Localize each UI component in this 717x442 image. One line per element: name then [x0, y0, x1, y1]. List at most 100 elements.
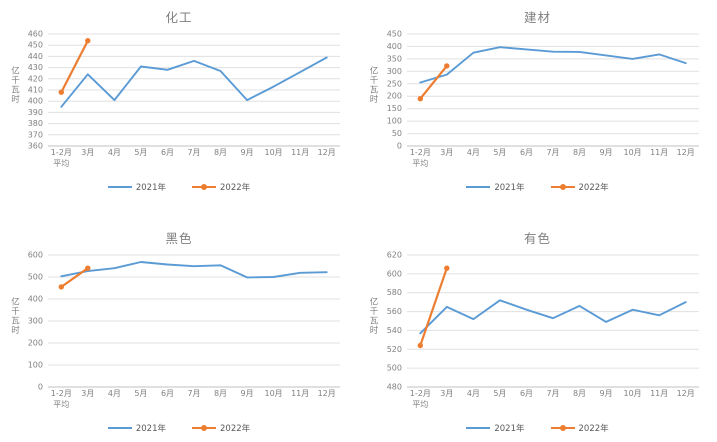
svg-text:1-2月: 1-2月	[409, 148, 430, 157]
legend-line-2022	[192, 425, 216, 431]
svg-text:3月: 3月	[440, 389, 453, 398]
chart-body: 亿千瓦时 0 100 200 300 400 500 600 1-2月 平均 3月 4月 5月 6月 7月…	[0, 245, 358, 417]
chart-title: 化工	[165, 10, 193, 25]
legend-label-2021: 2021年	[494, 183, 525, 193]
legend-marker-dot	[201, 425, 207, 431]
svg-text:5月: 5月	[134, 148, 147, 157]
legend-marker-dot	[201, 184, 207, 190]
svg-text:100: 100	[386, 117, 401, 126]
svg-text:350: 350	[386, 54, 401, 63]
svg-text:平均: 平均	[412, 158, 428, 168]
svg-text:500: 500	[28, 273, 43, 282]
legend-item-2021: 2021年	[466, 422, 525, 434]
legend-label-2022: 2022年	[578, 183, 609, 193]
svg-text:1-2月: 1-2月	[51, 389, 72, 398]
chart-panel-ferrous-metals: 黑色 亿千瓦时 0 100 200 300 400 500 600 1-2月 平均 3月 4月 5月 6…	[0, 221, 358, 442]
legend-item-2021: 2021年	[466, 181, 525, 193]
svg-text:12月: 12月	[676, 148, 694, 157]
svg-text:200: 200	[28, 339, 43, 348]
svg-text:410: 410	[28, 86, 43, 95]
svg-text:7月: 7月	[546, 389, 559, 398]
svg-text:7月: 7月	[187, 148, 200, 157]
svg-text:8月: 8月	[214, 148, 227, 157]
chart-legend: 2021年 2022年	[466, 181, 609, 193]
legend-line-2022	[550, 425, 575, 431]
legend-label-2021: 2021年	[135, 424, 166, 434]
svg-text:6月: 6月	[161, 148, 174, 157]
y-axis-title: 亿千瓦时	[368, 297, 378, 335]
chart-body: 亿千瓦时 360 370 380 390 400 410 420 430 440 450 460 1-…	[0, 24, 358, 176]
legend-label-2021: 2021年	[135, 183, 166, 193]
svg-text:6月: 6月	[161, 389, 174, 398]
y-axis-title: 亿千瓦时	[9, 66, 20, 104]
chart-title: 黑色	[165, 231, 193, 246]
legend-line-2021	[107, 186, 132, 188]
svg-text:4月: 4月	[466, 148, 479, 157]
svg-text:200: 200	[386, 92, 401, 101]
svg-text:6月: 6月	[519, 148, 532, 157]
legend-label-2022: 2022年	[220, 424, 251, 434]
svg-text:520: 520	[386, 345, 401, 354]
svg-text:4月: 4月	[108, 389, 121, 398]
svg-text:11月: 11月	[650, 389, 668, 398]
svg-text:460: 460	[28, 30, 43, 39]
svg-text:430: 430	[28, 63, 43, 72]
svg-text:250: 250	[386, 79, 401, 88]
svg-text:580: 580	[386, 288, 401, 297]
svg-text:10月: 10月	[623, 389, 641, 398]
legend-item-2021: 2021年	[107, 422, 166, 434]
chart-panel-nonferrous-metals: 有色 亿千瓦时 480 500 520 540 560 580 600 620 1-2月 平均 3月…	[358, 221, 717, 442]
chart-legend: 2021年 2022年	[107, 181, 250, 193]
legend-line-2022	[192, 184, 216, 190]
svg-text:5月: 5月	[493, 389, 506, 398]
svg-text:10月: 10月	[623, 148, 641, 157]
legend-item-2022: 2022年	[192, 181, 250, 193]
legend-label-2022: 2022年	[578, 424, 609, 434]
chart-legend: 2021年 2022年	[466, 422, 609, 434]
svg-text:平均: 平均	[53, 399, 69, 409]
legend-item-2021: 2021年	[107, 181, 166, 193]
svg-text:400: 400	[28, 97, 43, 106]
svg-text:500: 500	[386, 364, 401, 373]
svg-text:7月: 7月	[187, 389, 200, 398]
svg-text:560: 560	[386, 307, 401, 316]
svg-text:400: 400	[386, 42, 401, 51]
svg-text:7月: 7月	[546, 148, 559, 157]
svg-text:150: 150	[386, 104, 401, 113]
svg-text:620: 620	[386, 251, 401, 260]
legend-item-2022: 2022年	[192, 422, 250, 434]
svg-text:5月: 5月	[493, 148, 506, 157]
svg-text:540: 540	[386, 326, 401, 335]
svg-text:4月: 4月	[466, 389, 479, 398]
svg-text:11月: 11月	[650, 148, 668, 157]
svg-text:100: 100	[28, 361, 43, 370]
svg-text:8月: 8月	[214, 389, 227, 398]
svg-text:12月: 12月	[318, 148, 336, 157]
legend-line-2022	[550, 184, 575, 190]
svg-text:450: 450	[28, 41, 43, 50]
svg-text:11月: 11月	[291, 389, 309, 398]
svg-text:1-2月: 1-2月	[409, 389, 430, 398]
svg-text:平均: 平均	[53, 158, 69, 168]
svg-text:8月: 8月	[572, 389, 585, 398]
chart-title: 有色	[523, 231, 551, 246]
svg-text:9月: 9月	[599, 148, 612, 157]
chart-legend: 2021年 2022年	[107, 422, 250, 434]
svg-text:0: 0	[38, 383, 43, 392]
svg-text:1-2月: 1-2月	[51, 148, 72, 157]
svg-text:380: 380	[28, 119, 43, 128]
chart-panel-building-materials: 建材 亿千瓦时 0 50 100 150 200 250 300 350 400 450 1-2月平…	[358, 0, 717, 221]
svg-text:600: 600	[386, 269, 401, 278]
chart-body: 亿千瓦时 0 50 100 150 200 250 300 350 400 450 1-2月 平均 3月…	[359, 24, 717, 176]
svg-text:300: 300	[28, 317, 43, 326]
svg-text:600: 600	[28, 251, 43, 260]
svg-text:400: 400	[28, 295, 43, 304]
svg-text:3月: 3月	[81, 389, 94, 398]
y-axis-title: 亿千瓦时	[9, 297, 20, 335]
svg-text:370: 370	[28, 130, 43, 139]
legend-item-2022: 2022年	[550, 422, 609, 434]
